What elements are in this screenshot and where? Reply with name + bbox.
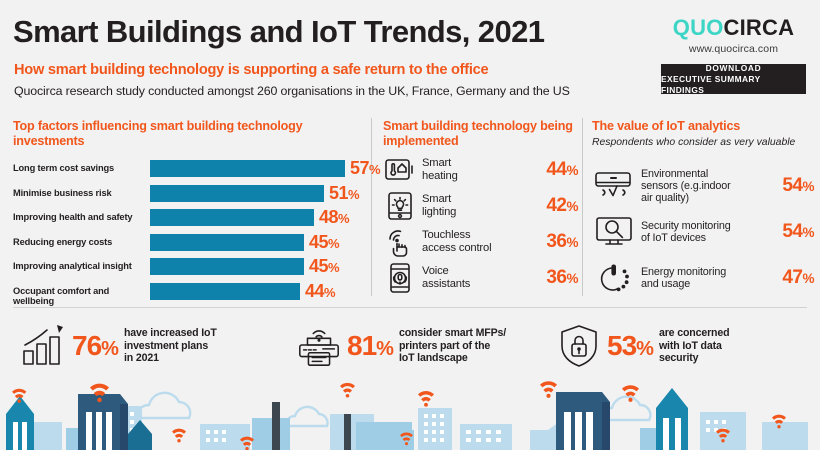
page-deck: Quocirca research study conducted amongs…: [14, 84, 570, 98]
quocirca-logo: QUOCIRCA www.quocirca.com: [661, 16, 806, 56]
air-conditioner-icon: [592, 167, 636, 205]
tech-item-label: Smart heating: [422, 156, 458, 182]
bar-category-label: Improving analytical insight: [13, 261, 132, 271]
bar-fill: [150, 258, 304, 275]
section-divider-line: [13, 307, 807, 308]
thermostat-icon: [383, 155, 417, 185]
bar-chart-row: Improving health and safety 48%: [13, 207, 363, 230]
smart-building-tech-item: Touchless access control 36%: [383, 225, 578, 258]
bar-chart-row: Reducing energy costs 45%: [13, 232, 363, 255]
panels-row: Top factors influencing smart building t…: [0, 113, 820, 306]
key-stat-description: consider smart MFPs/printers part of the…: [398, 327, 507, 365]
tech-item-label: Voice assistants: [422, 264, 471, 290]
bar-track: [150, 160, 355, 177]
bar-track: [150, 258, 355, 275]
logo-wordmark: QUOCIRCA: [661, 16, 806, 40]
analytics-item-value: 54%: [782, 221, 814, 242]
energy-gauge-icon: [592, 259, 636, 297]
touchless-hand-icon: [383, 227, 417, 257]
bar-value-label: 57%: [350, 158, 381, 178]
key-stat: 76% have increased IoT investment plans in …: [20, 318, 217, 374]
tech-item-value: 44%: [546, 158, 578, 180]
key-stat-value: 81%: [347, 330, 394, 361]
key-stat-value: 53%: [607, 330, 654, 361]
tech-item-label: Touchless access control: [422, 228, 492, 254]
iot-analytics-item: Energy monitoring and usage 47%: [592, 257, 814, 299]
page-title: Smart Buildings and IoT Trends, 2021: [13, 14, 545, 49]
bar-chart-row: Long term cost savings 57%: [13, 158, 381, 181]
panel-divider-1: [371, 118, 372, 296]
tech-item-label: Smart lighting: [422, 192, 457, 218]
download-button-line2: EXECUTIVE SUMMARY FINDINGS: [661, 73, 761, 95]
bar-category-label: Occupant comfort and wellbeing: [13, 285, 110, 306]
panel1-title: Top factors influencing smart building t…: [13, 119, 303, 148]
key-stats-row: 76% have increased IoT investment plans in …: [0, 318, 820, 376]
key-stat-description: have increased IoT investment plans in 202…: [123, 327, 217, 365]
bar-value-label: 45%: [309, 231, 340, 252]
tech-item-value: 36%: [546, 266, 578, 288]
bar-track: [150, 184, 355, 202]
bar-fill: [150, 282, 300, 300]
bar-fill: [150, 160, 345, 177]
iot-analytics-item: Environmental sensors (e.g.indoor air qual…: [592, 165, 814, 207]
analytics-item-label: Security monitoring of IoT devices: [641, 219, 731, 244]
growth-bar-chart-icon: [20, 325, 68, 367]
bar-track: [150, 282, 355, 300]
tech-item-value: 42%: [546, 194, 578, 216]
bar-value-label: 44%: [305, 280, 336, 301]
logo-quo-text: QUO: [672, 15, 724, 40]
key-stat-value: 76%: [72, 330, 119, 361]
smart-lighting-tablet-icon: [383, 191, 417, 221]
wireless-printer-icon: [295, 324, 343, 368]
logo-circa-text: CIRCA: [723, 15, 795, 40]
panel3-subtitle: Respondents who consider as very valuabl…: [592, 137, 796, 148]
bar-category-label: Long term cost savings: [13, 163, 115, 173]
shield-lock-icon: [555, 324, 603, 368]
bar-value-label: 45%: [309, 256, 340, 276]
smart-building-tech-list: Smart heating 44% Smart lighting 42% Touchless…: [383, 153, 578, 297]
logo-website-url: www.quocirca.com: [688, 43, 779, 55]
bar-fill: [150, 209, 314, 226]
bar-chart-row: Improving analytical insight 45%: [13, 256, 363, 279]
page-subtitle: How smart building technology is support…: [14, 62, 489, 78]
analytics-item-label: Energy monitoring and usage: [641, 265, 727, 290]
iot-analytics-item: Security monitoring of IoT devices 54%: [592, 211, 814, 253]
download-button-line1: DOWNLOAD: [705, 62, 762, 73]
bar-track: [150, 233, 355, 251]
monitor-magnifier-icon: [592, 213, 636, 251]
iot-analytics-list: Environmental sensors (e.g.indoor air qual…: [592, 165, 814, 303]
top-factors-bar-chart: Long term cost savings 57% Minimise busine…: [13, 158, 381, 306]
key-stat: 81% consider smart MFPs/printers part of …: [295, 318, 506, 374]
analytics-item-label: Environmental sensors (e.g.indoor air qual…: [641, 167, 731, 205]
header: Smart Buildings and IoT Trends, 2021 How…: [0, 0, 820, 112]
cityscape-illustration: [0, 378, 820, 450]
smart-building-tech-item: Smart heating 44%: [383, 153, 578, 186]
analytics-item-value: 54%: [782, 175, 814, 196]
panel2-title: Smart building technology being implemen…: [383, 119, 573, 148]
analytics-item-value: 47%: [782, 267, 814, 288]
bar-fill: [150, 184, 324, 202]
bar-fill: [150, 233, 304, 251]
bar-chart-row: Minimise business risk 51%: [13, 183, 363, 206]
bar-chart-row: Occupant comfort and wellbeing 44%: [13, 280, 363, 306]
voice-assistant-phone-icon: [383, 262, 417, 293]
bar-category-label: Minimise business risk: [13, 187, 112, 198]
bar-track: [150, 209, 355, 226]
smart-building-tech-item: Smart lighting 42%: [383, 189, 578, 222]
smart-building-tech-item: Voice assistants 36%: [383, 261, 578, 294]
key-stat-description: are concerned with IoT data security: [658, 327, 730, 365]
panel3-heading: The value of IoT analytics Respondents w…: [592, 119, 812, 150]
bar-value-label: 48%: [319, 207, 350, 227]
key-stat: 53% are concerned with IoT data security: [555, 318, 730, 374]
bar-category-label: Reducing energy costs: [13, 236, 113, 247]
bar-category-label: Improving health and safety: [13, 212, 133, 222]
download-executive-summary-button[interactable]: DOWNLOAD EXECUTIVE SUMMARY FINDINGS: [661, 62, 806, 95]
tech-item-value: 36%: [546, 230, 578, 252]
bar-value-label: 51%: [329, 182, 360, 203]
panel3-title: The value of IoT analytics: [592, 119, 741, 133]
panel-divider-2: [582, 118, 583, 296]
